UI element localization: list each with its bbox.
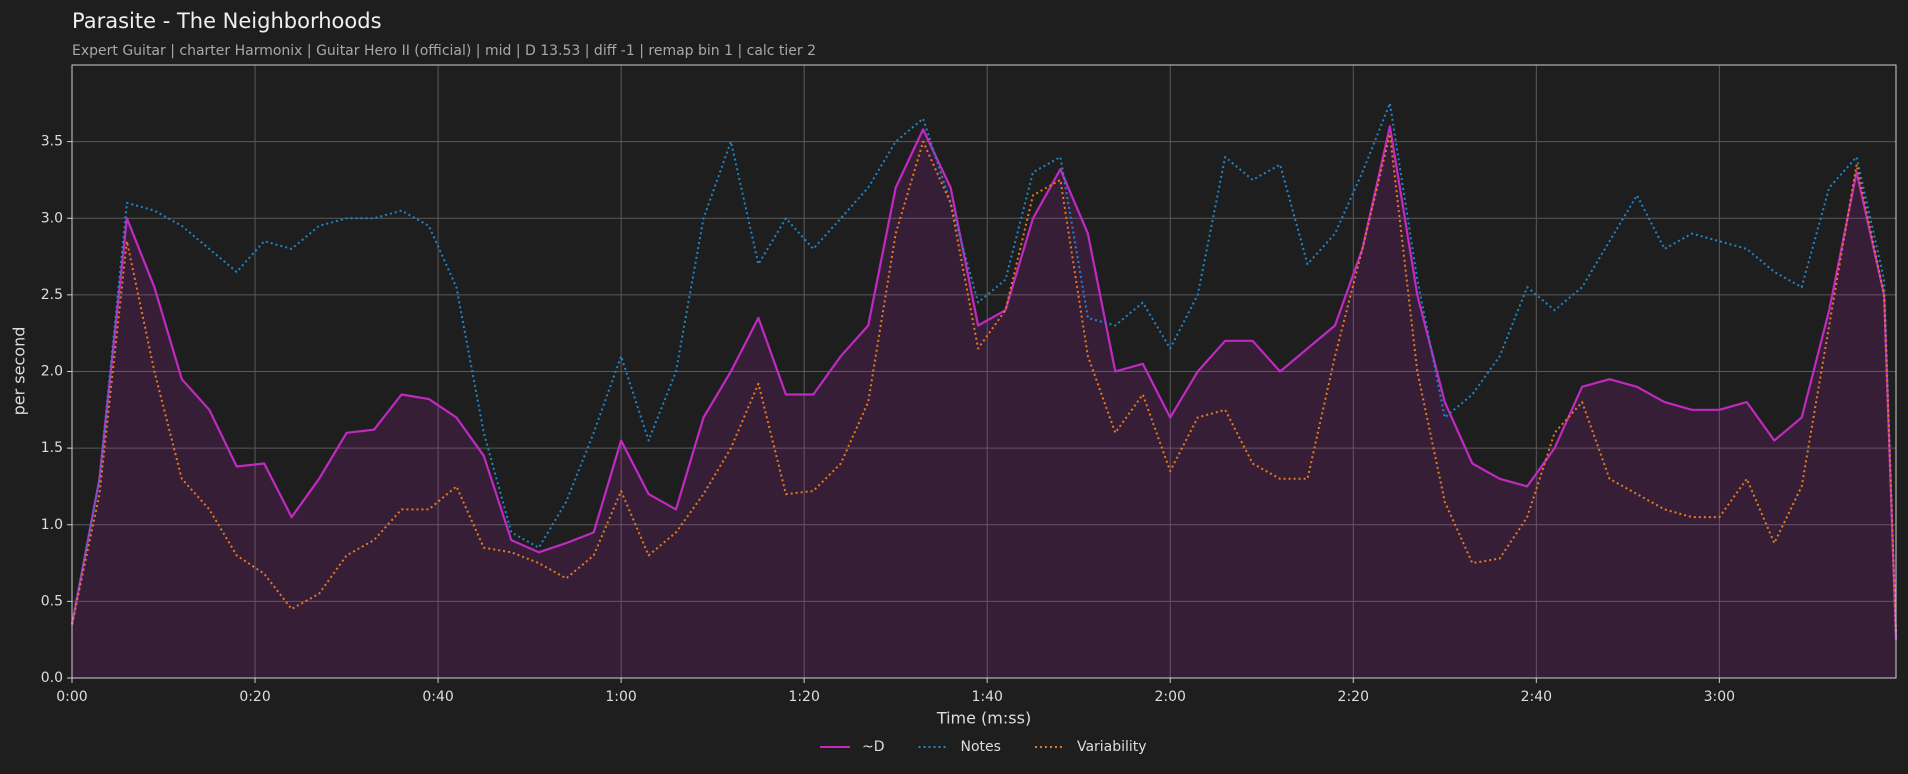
y-tick-label: 0.0 [41, 670, 63, 686]
legend-label: ~D [862, 739, 885, 755]
y-tick-label: 3.0 [41, 210, 63, 226]
y-tick-label: 1.5 [41, 440, 63, 456]
series-line [71, 102, 1897, 640]
x-tick-label: 0:00 [56, 689, 87, 705]
x-tick-label: 2:00 [1155, 689, 1186, 705]
x-tick-label: 1:00 [605, 689, 636, 705]
y-tick-label: 0.5 [41, 593, 63, 609]
y-tick-label: 2.5 [41, 287, 63, 303]
y-axis-label: per second [10, 327, 29, 416]
chart-subtitle: Expert Guitar | charter Harmonix | Guita… [72, 43, 816, 59]
series-line [71, 133, 1897, 633]
x-tick-label: 1:20 [788, 689, 819, 705]
x-tick-label: 1:40 [971, 689, 1002, 705]
y-tick-label: 1.0 [41, 517, 63, 533]
x-tick-label: 3:00 [1704, 689, 1735, 705]
series-area [72, 126, 1896, 679]
legend-label: Notes [961, 739, 1001, 755]
series-line [70, 125, 1898, 640]
x-tick-label: 0:20 [239, 689, 270, 705]
chart-title: Parasite - The Neighborhoods [72, 9, 382, 33]
x-tick-label: 2:20 [1338, 689, 1369, 705]
x-tick-label: 2:40 [1521, 689, 1552, 705]
y-tick-label: 2.0 [41, 364, 63, 380]
x-axis-label: Time (m:ss) [936, 709, 1031, 728]
x-tick-label: 0:40 [422, 689, 453, 705]
legend-label: Variability [1077, 739, 1147, 755]
plot-frame [71, 64, 1897, 679]
y-tick-label: 3.5 [41, 134, 63, 150]
